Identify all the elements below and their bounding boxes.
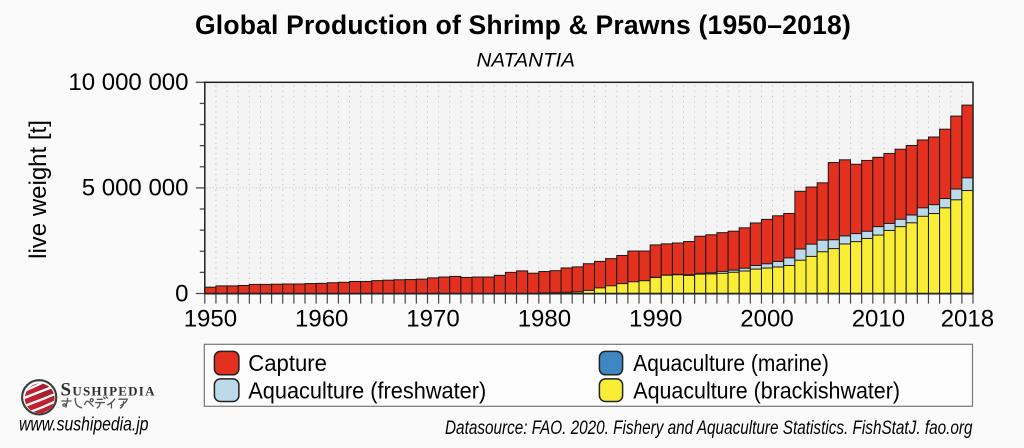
svg-text:10 000 000: 10 000 000: [68, 69, 188, 96]
svg-text:1990: 1990: [629, 305, 682, 332]
svg-text:www.sushipedia.jp: www.sushipedia.jp: [19, 415, 149, 436]
svg-text:1950: 1950: [184, 305, 237, 332]
svg-text:1960: 1960: [295, 305, 348, 332]
svg-text:5 000 000: 5 000 000: [82, 175, 189, 202]
svg-text:0: 0: [175, 280, 188, 307]
svg-text:Sushipedia: Sushipedia: [61, 380, 156, 401]
svg-text:Datasource: FAO. 2020. Fishery: Datasource: FAO. 2020. Fishery and Aquac…: [445, 418, 973, 439]
svg-text:NATANTIA: NATANTIA: [477, 49, 575, 71]
svg-text:2010: 2010: [852, 305, 905, 332]
svg-text:Global Production of Shrimp &: Global Production of Shrimp & Prawns (19…: [195, 10, 851, 40]
svg-text:live weight [t]: live weight [t]: [25, 120, 52, 259]
svg-text:2018: 2018: [941, 305, 994, 332]
svg-text:2000: 2000: [740, 305, 793, 332]
svg-text:Aquaculture (marine): Aquaculture (marine): [633, 350, 829, 376]
svg-text:1980: 1980: [518, 305, 571, 332]
svg-text:Aquaculture (brackishwater): Aquaculture (brackishwater): [633, 378, 900, 404]
svg-text:1970: 1970: [406, 305, 459, 332]
svg-text:Capture: Capture: [248, 350, 327, 376]
svg-text:Aquaculture (freshwater): Aquaculture (freshwater): [248, 378, 486, 404]
